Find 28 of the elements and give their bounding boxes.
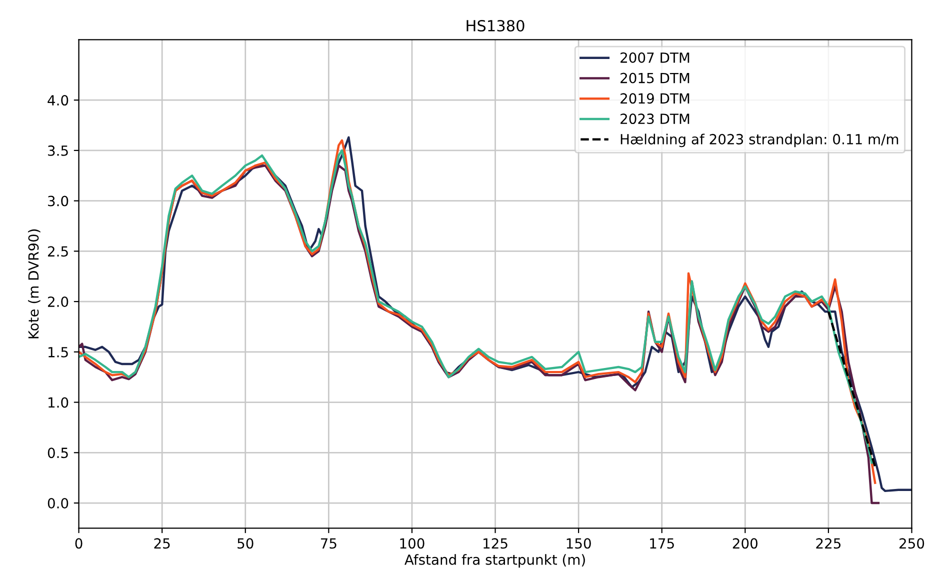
y-tick-label: 0.5 <box>48 448 68 458</box>
y-tick-label: 0.0 <box>48 498 68 508</box>
x-tick-label: 100 <box>400 538 424 549</box>
x-tick-label: 150 <box>566 538 591 549</box>
y-tick-label: 2.5 <box>48 246 68 257</box>
x-tick-label: 250 <box>900 538 924 549</box>
y-tick-label: 2.0 <box>48 296 68 308</box>
x-tick-label: 125 <box>484 538 508 549</box>
x-tick-label: 225 <box>816 538 840 549</box>
x-tick-label: 175 <box>650 538 674 549</box>
y-tick-label: 1.5 <box>48 347 68 358</box>
x-axis-title: Afstand fra startpunkt (m) <box>404 554 585 568</box>
y-tick-label: 3.0 <box>48 196 68 206</box>
y-tick-label: 3.5 <box>48 145 68 156</box>
legend-label: 2023 DTM <box>620 114 690 124</box>
x-tick-label: 25 <box>154 538 170 549</box>
legend-label: 2015 DTM <box>620 72 690 84</box>
legend-label: 2007 DTM <box>620 52 690 63</box>
legend-label: Hældning af 2023 strandplan: 0.11 m/m <box>620 134 898 148</box>
y-axis-title: Kote (m DVR90) <box>28 229 40 338</box>
x-tick-label: 50 <box>238 538 254 549</box>
x-tick-label: 0 <box>75 538 82 549</box>
y-tick-label: 4.0 <box>48 95 68 106</box>
x-tick-label: 200 <box>732 538 758 549</box>
chart-title: HS1380 <box>466 20 524 32</box>
y-tick-label: 1.0 <box>48 397 68 408</box>
x-tick-label: 75 <box>320 538 336 549</box>
legend-label: 2019 DTM <box>620 93 690 104</box>
